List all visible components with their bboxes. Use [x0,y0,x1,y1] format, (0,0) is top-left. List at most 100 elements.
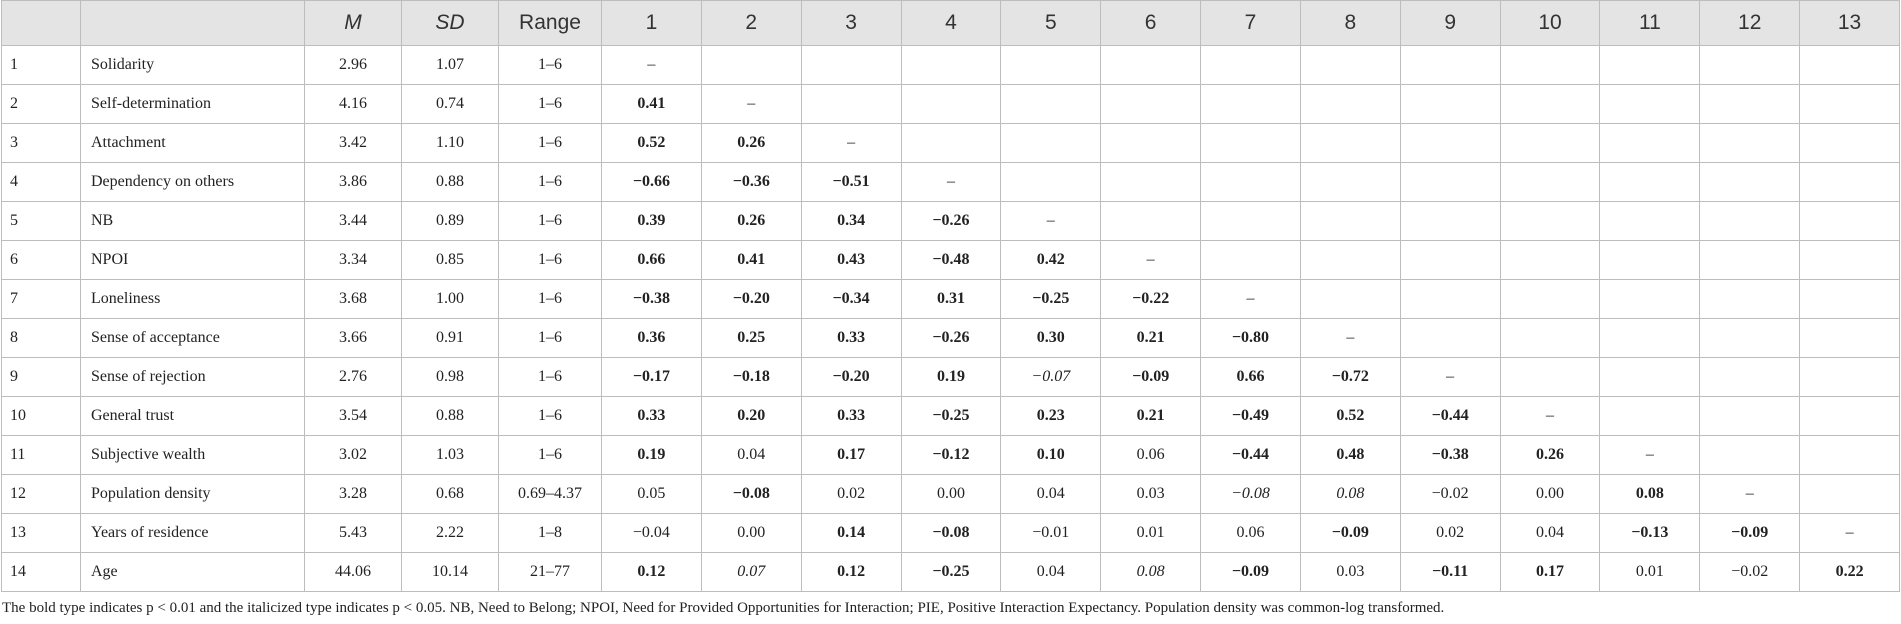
cell: 0.42 [1000,240,1102,280]
empty-cell [1599,123,1701,163]
empty-cell [1299,45,1401,85]
cell: −0.25 [900,396,1002,436]
cell: – [1299,318,1401,358]
cell: −0.17 [601,357,702,397]
empty-cell [1000,162,1102,202]
cell: 0.05 [601,474,702,514]
cell: – [1399,357,1501,397]
empty-cell [1599,279,1701,319]
cell: 0.69–4.37 [498,474,602,514]
cell: 0.36 [601,318,702,358]
empty-cell [900,84,1002,124]
cell: −0.09 [1100,357,1202,397]
row-label: NPOI [80,240,305,280]
row-number: 14 [1,552,81,592]
cell: −0.20 [700,279,802,319]
table-row: 4 Dependency on others 3.86 0.88 1–6 −0.66 −0.… [1,162,1900,202]
cell: 0.00 [900,474,1002,514]
empty-cell [1699,162,1801,202]
cell: 0.08 [1599,474,1701,514]
cell: −0.04 [601,513,702,553]
row-label: Loneliness [80,279,305,319]
empty-cell [1699,201,1801,241]
cell: – [1699,474,1801,514]
cell: 3.68 [304,279,402,319]
cell: 3.86 [304,162,402,202]
empty-cell [1399,45,1501,85]
empty-cell [1399,162,1501,202]
table-row: 9 Sense of rejection 2.76 0.98 1–6 −0.17 −0.18… [1,357,1900,397]
cell: 0.41 [700,240,802,280]
cell: 0.01 [1100,513,1202,553]
cell: −0.66 [601,162,702,202]
header-cell: 6 [1100,0,1202,46]
empty-cell [1799,318,1900,358]
cell: 1–6 [498,45,602,85]
cell: 0.85 [401,240,499,280]
cell: 1–6 [498,201,602,241]
cell: 0.07 [700,552,802,592]
cell: 0.17 [1499,552,1601,592]
cell: 0.89 [401,201,499,241]
cell: −0.08 [700,474,802,514]
header-cell: SD [401,0,499,46]
cell: – [1799,513,1900,553]
empty-cell [900,123,1002,163]
empty-cell [1299,279,1401,319]
header-cell: 2 [700,0,802,46]
empty-cell [1699,396,1801,436]
cell: – [1499,396,1601,436]
header-row: M SD Range 1 2 3 4 5 6 7 8 9 10 11 12 13 [1,0,1900,46]
row-number: 13 [1,513,81,553]
row-number: 1 [1,45,81,85]
empty-cell [800,84,902,124]
cell: −0.08 [1200,474,1301,514]
empty-cell [1599,201,1701,241]
cell: 3.44 [304,201,402,241]
cell: 1.03 [401,435,499,475]
empty-cell [1499,84,1601,124]
empty-cell [1499,201,1601,241]
header-cell: 12 [1699,0,1801,46]
cell: 2.22 [401,513,499,553]
row-number: 7 [1,279,81,319]
cell: 3.42 [304,123,402,163]
row-label: Population density [80,474,305,514]
cell: −0.18 [700,357,802,397]
empty-cell [1200,201,1301,241]
row-label: Solidarity [80,45,305,85]
cell: 0.21 [1100,318,1202,358]
cell: 1–6 [498,279,602,319]
cell: 0.04 [1000,552,1102,592]
cell: 0.26 [1499,435,1601,475]
row-label: Attachment [80,123,305,163]
cell: 2.76 [304,357,402,397]
cell: 1–6 [498,240,602,280]
row-label: Sense of acceptance [80,318,305,358]
cell: – [1599,435,1701,475]
empty-cell [1499,357,1601,397]
cell: 0.41 [601,84,702,124]
cell: – [1200,279,1301,319]
row-label: Sense of rejection [80,357,305,397]
cell: 0.03 [1100,474,1202,514]
cell: −0.26 [900,318,1002,358]
empty-cell [1499,318,1601,358]
table-row: 8 Sense of acceptance 3.66 0.91 1–6 0.36 0.25 0… [1,318,1900,358]
row-label: Self-determination [80,84,305,124]
cell: 0.06 [1200,513,1301,553]
cell: 0.19 [900,357,1002,397]
cell: −0.49 [1200,396,1301,436]
row-number: 9 [1,357,81,397]
cell: −0.09 [1200,552,1301,592]
cell: −0.22 [1100,279,1202,319]
cell: 1.07 [401,45,499,85]
empty-cell [1699,45,1801,85]
empty-cell [1799,435,1900,475]
table-body: 1 Solidarity 2.96 1.07 1–6–2 Self-determinati… [1,45,1900,592]
cell: 0.08 [1299,474,1401,514]
empty-cell [1799,84,1900,124]
header-cell: 7 [1200,0,1301,46]
cell: 0.01 [1599,552,1701,592]
